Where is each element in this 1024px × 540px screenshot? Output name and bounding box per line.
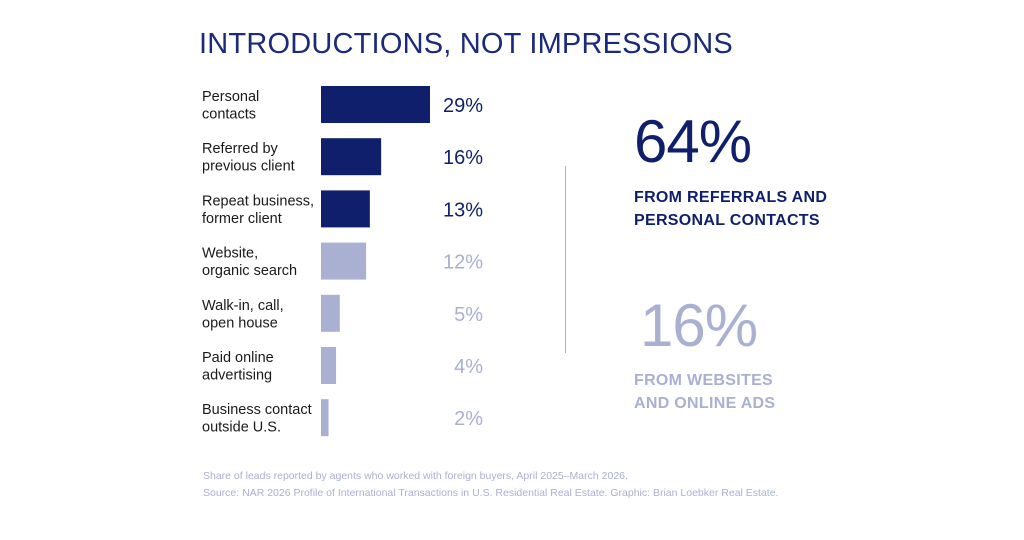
referral-stat-label: FROM REFERRALS AND PERSONAL CONTACTS <box>634 186 874 232</box>
referral-stat-label-line1: FROM REFERRALS AND <box>634 189 828 206</box>
bar <box>321 190 370 228</box>
footnote-source: Source: NAR 2026 Profile of Internationa… <box>203 487 779 499</box>
value-label: 29% <box>443 95 483 117</box>
category-label: Walk-in, call, open house <box>202 298 284 332</box>
online-stat-label-line2: AND ONLINE ADS <box>634 395 776 412</box>
footnote-description: Share of leads reported by agents who wo… <box>203 470 628 482</box>
online-stat-label-line1: FROM WEBSITES <box>634 372 774 389</box>
value-label: 16% <box>443 147 483 169</box>
bar <box>321 242 367 280</box>
bar <box>321 138 382 176</box>
divider-line <box>565 166 566 353</box>
category-label: Repeat business, former client <box>202 193 314 227</box>
value-label: 5% <box>454 304 483 326</box>
value-label: 4% <box>454 356 483 378</box>
bar <box>321 399 329 437</box>
value-label: 2% <box>454 408 483 430</box>
category-label: Personal contacts <box>202 89 259 123</box>
online-stat-label: FROM WEBSITES AND ONLINE ADS <box>634 369 874 415</box>
value-label: 13% <box>443 199 483 221</box>
referral-stat-label-line2: PERSONAL CONTACTS <box>634 212 820 229</box>
bar <box>321 86 430 123</box>
bar <box>321 294 340 332</box>
bar <box>321 347 337 384</box>
category-label: Paid online advertising <box>202 350 274 384</box>
category-label: Website, organic search <box>202 246 297 280</box>
category-label: Referred by previous client <box>202 141 295 175</box>
chart-title: INTRODUCTIONS, NOT IMPRESSIONS <box>199 28 733 60</box>
value-label: 12% <box>443 252 483 274</box>
category-label: Business contact outside U.S. <box>202 402 312 436</box>
online-stat-value: 16% <box>640 292 758 359</box>
referral-stat-value: 64% <box>634 108 752 175</box>
